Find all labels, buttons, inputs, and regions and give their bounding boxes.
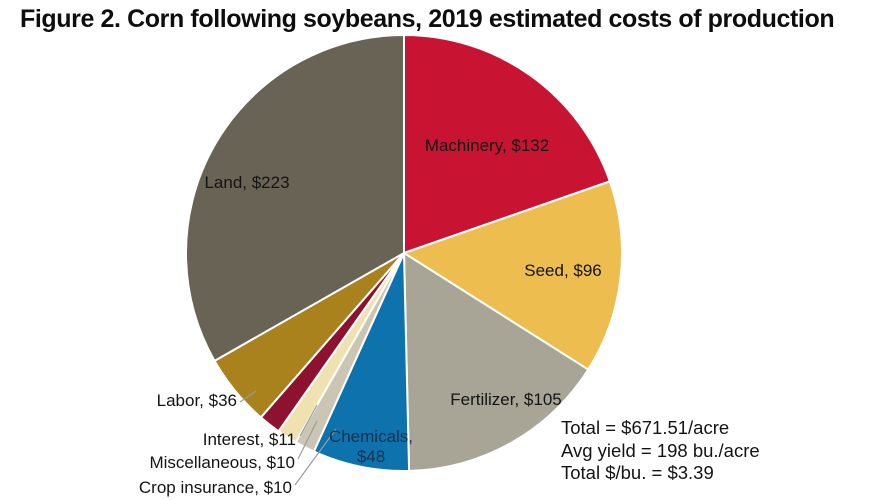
- pie-slice-fertilizer: [403, 252, 590, 472]
- summary-avg-yield: Avg yield = 198 bu./acre: [561, 439, 760, 461]
- leader-line-1: [299, 404, 318, 437]
- slice-label-fertilizer: Fertilizer, $105: [450, 390, 562, 409]
- figure-title: Figure 2. Corn following soybeans, 2019 …: [20, 5, 835, 33]
- leader-line-2: [297, 420, 318, 460]
- summary-total-per-acre: Total = $671.51/acre: [561, 417, 730, 438]
- slice-label-miscellaneous: Miscellaneous, $10: [149, 453, 295, 472]
- leader-line-3: [294, 428, 337, 486]
- slice-label-chemicals: Chemicals, $48: [328, 427, 414, 466]
- pie-slice-land: [185, 34, 405, 362]
- pie-slice-seed: [403, 180, 624, 371]
- slice-label-labor: Labor, $36: [156, 391, 237, 410]
- leader-line-0: [239, 390, 257, 403]
- summary-stats: Total = $671.51/acre Avg yield = 198 bu.…: [561, 417, 760, 485]
- slice-label-machinery: Machinery, $132: [424, 136, 550, 155]
- slice-label-interest: Interest, $11: [202, 430, 296, 449]
- slice-label-seed: Seed, $96: [524, 261, 602, 280]
- slice-label-crop-insurance: Crop insurance, $10: [138, 478, 292, 497]
- summary-total-per-bushel: Total $/bu. = $3.39: [561, 462, 714, 483]
- slice-label-land: Land, $223: [204, 173, 290, 192]
